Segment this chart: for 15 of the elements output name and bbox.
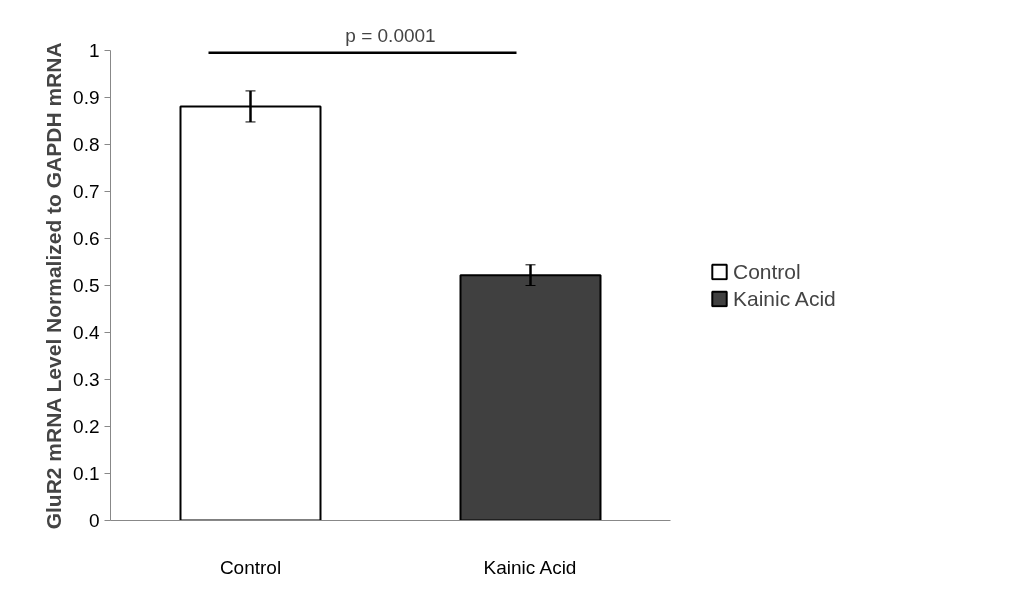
y-tick-label: 0	[88, 510, 100, 531]
legend-label: Kainic Acid	[733, 286, 836, 311]
y-tick-label: 0.3	[73, 369, 100, 390]
text: p = 0.0001	[345, 24, 436, 46]
y-tick-label: 0.8	[73, 134, 100, 155]
legend-label: Control	[733, 259, 801, 284]
y-tick-label: 0.5	[73, 275, 100, 296]
y-tick-label: 0.2	[73, 416, 100, 437]
y-tick-label: 1	[88, 40, 100, 61]
y-tick-label: 0.4	[73, 322, 100, 343]
y-tick-label: 0.1	[73, 463, 100, 484]
y-axis-title: GluR2 mRNA Level Normalized to GAPDH mRNA	[42, 42, 66, 530]
y-tick-label: 0.6	[73, 228, 100, 249]
y-tick-label: 0.7	[73, 181, 100, 202]
y-tick-label: 0.9	[73, 87, 100, 108]
